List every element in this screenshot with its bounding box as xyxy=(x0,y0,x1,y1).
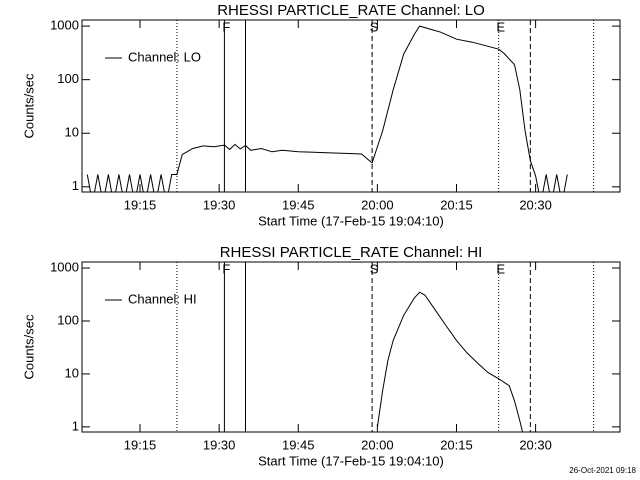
chart-title: RHESSI PARTICLE_RATE Channel: HI xyxy=(220,244,483,261)
y-axis-label: Counts/sec xyxy=(21,73,36,139)
plot-frame xyxy=(81,19,621,193)
x-tick-label: 20:15 xyxy=(440,437,473,452)
data-line xyxy=(376,291,524,432)
legend-label: Channel: HI xyxy=(128,291,197,306)
footer: 26-Oct-2021 09:18 xyxy=(569,466,636,475)
data-line xyxy=(86,25,568,192)
y-tick-label: 1000 xyxy=(50,18,79,33)
legend-label: Channel: LO xyxy=(128,49,201,64)
x-tick-label: 20:00 xyxy=(361,197,394,212)
x-axis-label: Start Time (17-Feb-15 19:04:10) xyxy=(258,453,444,468)
x-tick-label: 19:30 xyxy=(203,197,236,212)
y-tick-label: 1 xyxy=(72,418,79,433)
x-tick-label: 20:15 xyxy=(440,197,473,212)
x-tick-label: 19:45 xyxy=(282,197,315,212)
y-tick-label: 100 xyxy=(57,312,79,327)
event-label: F xyxy=(222,261,230,276)
x-tick-label: 20:00 xyxy=(361,437,394,452)
event-label: S xyxy=(370,19,379,34)
x-tick-label: 20:30 xyxy=(519,437,552,452)
event-label: E xyxy=(496,19,505,34)
y-tick-label: 10 xyxy=(65,125,79,140)
y-tick-label: 10 xyxy=(65,365,79,380)
x-axis-label: Start Time (17-Feb-15 19:04:10) xyxy=(258,213,444,228)
x-tick-label: 19:30 xyxy=(203,437,236,452)
y-tick-label: 100 xyxy=(57,71,79,86)
event-label: E xyxy=(496,261,505,276)
y-axis-label: Counts/sec xyxy=(21,314,36,380)
event-label: F xyxy=(222,19,230,34)
x-tick-label: 19:15 xyxy=(124,197,157,212)
y-tick-label: 1000 xyxy=(50,259,79,274)
x-tick-label: 20:30 xyxy=(519,197,552,212)
x-tick-label: 19:15 xyxy=(124,437,157,452)
event-label: S xyxy=(370,261,379,276)
x-tick-label: 19:45 xyxy=(282,437,315,452)
plot-frame xyxy=(81,261,621,433)
y-tick-label: 1 xyxy=(72,178,79,193)
chart-title: RHESSI PARTICLE_RATE Channel: LO xyxy=(217,2,485,19)
